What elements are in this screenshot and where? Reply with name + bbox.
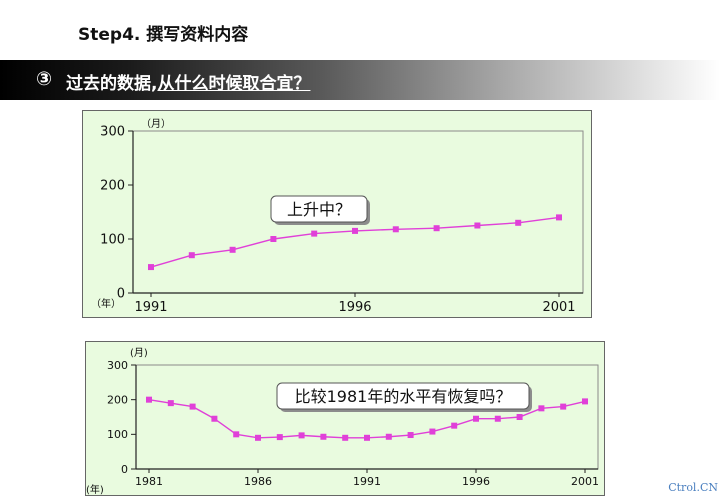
step-title: Step4. 撰写资料内容 — [78, 25, 249, 45]
chart2-data-point — [538, 405, 545, 412]
chart2-data-point — [342, 434, 349, 441]
chart1-data-point — [148, 264, 154, 271]
chart-1981-2001-svg: 0 100 200 300 1981 1986 1991 1996 2001 (月) (年) 比较19… — [86, 347, 599, 496]
section-question-underlined: 从什么时候取合宜？ — [157, 74, 311, 94]
chart1-xtick-label: 2001 — [542, 300, 575, 315]
chart2-xtick-label: 2001 — [571, 475, 599, 488]
chart2-data-point — [255, 434, 261, 441]
chart1-data-point — [352, 227, 358, 234]
chart-1991-2001-svg: 0 100 200 300 1991 1996 2001 （月） （年） 上升中？ — [91, 118, 584, 315]
chart1-ytick-label: 0 — [117, 287, 125, 302]
chart2-ytick-label: 100 — [107, 428, 128, 441]
chart1-xtick-label: 1996 — [338, 300, 371, 315]
chart2-data-point — [582, 398, 588, 405]
section-question: 过去的数据,从什么时候取合宜？ — [66, 69, 310, 94]
chart1-data-point — [270, 236, 277, 242]
chart1-data-point — [229, 246, 236, 253]
chart2-data-point — [276, 434, 283, 441]
chart1-data-point — [433, 225, 440, 232]
chart2-data-point — [494, 415, 501, 422]
chart2-callout-box — [276, 382, 530, 410]
chart2-data-point — [451, 422, 458, 429]
chart1-ytick-label: 200 — [100, 179, 125, 194]
chart2-data-point — [429, 428, 436, 435]
chart2-data-point — [211, 415, 218, 422]
chart2-xtick-label: 1981 — [135, 475, 163, 488]
chart2-xtick-label: 1991 — [353, 475, 381, 488]
chart2-plot-frame — [135, 364, 599, 470]
chart1-data-point — [474, 222, 481, 229]
chart2-data-point — [189, 403, 196, 410]
chart1-data-point — [515, 219, 522, 226]
chart2-xtick-label: 1986 — [244, 475, 272, 488]
chart2-data-point — [233, 431, 240, 438]
section-number: ③ — [36, 68, 53, 90]
chart2-year-label: (年) — [86, 483, 104, 496]
chart2-xtick-label: 1996 — [462, 475, 490, 488]
chart2-data-point — [364, 434, 370, 441]
chart1-year-label: （年） — [91, 297, 121, 310]
chart2-data-point — [516, 414, 523, 420]
chart2-ytick-label: 0 — [121, 463, 128, 476]
chart2-data-point — [146, 396, 152, 403]
chart2-data-point — [560, 403, 567, 410]
chart1-callout-box — [270, 195, 368, 223]
chart1-data-point — [311, 230, 318, 237]
chart2-data-point — [407, 432, 414, 439]
chart1-data-point — [556, 214, 562, 221]
chart2-ytick-label: 300 — [107, 359, 128, 372]
chart2-data-point — [167, 400, 174, 407]
chart1-data-point — [188, 252, 195, 259]
chart1-ytick-label: 100 — [100, 233, 125, 248]
chart2-unit-label: (月) — [130, 347, 148, 359]
chart1-data-point — [392, 226, 399, 233]
section-banner: ③ 过去的数据,从什么时候取合宜？ — [0, 60, 720, 100]
chart2-ytick-label: 200 — [107, 394, 128, 407]
watermark: Ctrol.CN — [668, 481, 718, 494]
chart1-xtick-label: 1991 — [134, 300, 167, 315]
chart2-data-point — [473, 415, 479, 422]
chart2-data-point — [320, 433, 327, 440]
section-question-prefix: 过去的数据, — [66, 74, 158, 94]
chart-1991-2001: 0 100 200 300 1991 1996 2001 （月） （年） 上升中？ — [82, 110, 592, 318]
chart1-callout-text: 上升中？ — [287, 200, 351, 219]
chart1-callout: 上升中？ — [270, 195, 370, 225]
chart2-callout: 比较1981年的水平有恢复吗？ — [276, 382, 532, 412]
chart1-unit-label: （月） — [141, 118, 171, 130]
chart2-data-point — [298, 432, 305, 439]
chart2-callout-text: 比较1981年的水平有恢复吗？ — [295, 387, 512, 406]
chart1-ytick-label: 300 — [100, 125, 125, 140]
chart-1981-2001: 0 100 200 300 1981 1986 1991 1996 2001 (月) (年) 比较19… — [85, 341, 605, 496]
chart2-data-point — [385, 433, 392, 440]
